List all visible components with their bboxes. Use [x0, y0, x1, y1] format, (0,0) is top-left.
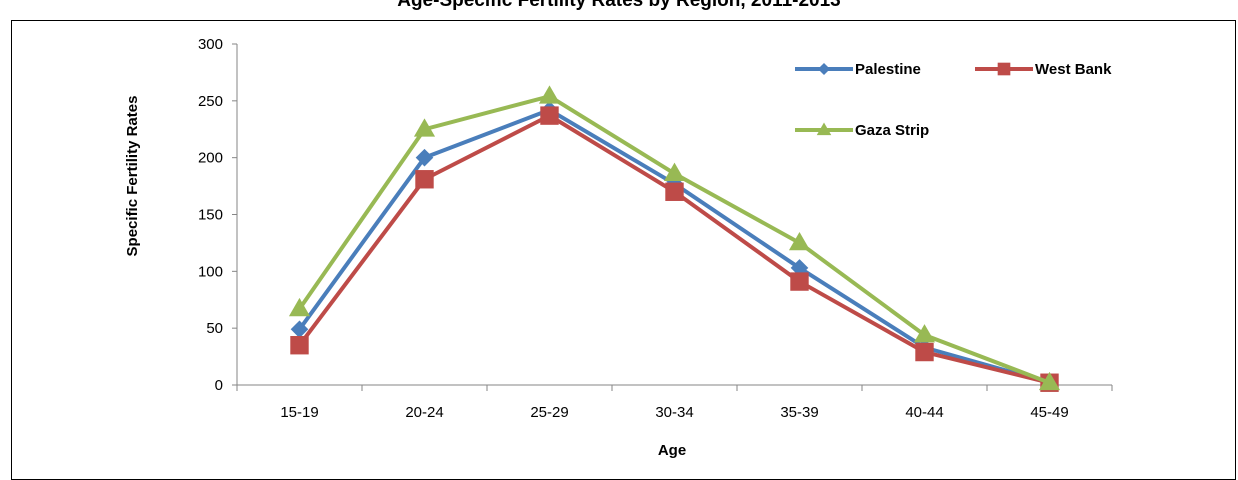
legend-label: Palestine: [855, 61, 921, 78]
x-tick-label: 15-19: [280, 404, 318, 421]
x-tick-label: 20-24: [405, 404, 443, 421]
legend-label: West Bank: [1035, 61, 1112, 78]
legend-label: Gaza Strip: [855, 122, 929, 139]
line-chart: 0 50 100 150 200 250 300 15-19 20-24 25-29 30-34 35…: [124, 36, 1113, 459]
series-gaza-strip: [288, 85, 1061, 391]
x-tick-label: 25-29: [530, 404, 568, 421]
series-west-bank: [290, 106, 1059, 392]
marker-triangle: [538, 85, 561, 104]
y-tick-label: 250: [198, 93, 223, 110]
marker-diamond: [790, 259, 809, 277]
series-line: [297, 113, 1050, 385]
marker-diamond: [817, 62, 831, 76]
x-tick-label: 40-44: [905, 404, 943, 421]
y-tick-label: 300: [198, 36, 223, 53]
marker-diamond: [290, 320, 309, 339]
marker-square: [540, 106, 559, 125]
marker-triangle: [288, 297, 311, 317]
x-tick-label: 35-39: [780, 404, 818, 421]
legend: Palestine West Bank Gaza Strip: [795, 61, 1112, 139]
marker-triangle: [663, 162, 686, 181]
y-tick-label: 100: [198, 263, 223, 280]
series-line: [297, 94, 1051, 385]
marker-square: [290, 336, 309, 355]
legend-item: Palestine: [795, 61, 921, 78]
marker-square: [790, 272, 809, 291]
marker-square: [415, 170, 434, 189]
marker-triangle: [913, 324, 936, 343]
marker-triangle: [1038, 371, 1061, 391]
y-tick-label: 200: [198, 150, 223, 167]
y-tick-label: 50: [206, 320, 223, 337]
chart-title: Age-Specific Fertility Rates by Region, …: [397, 0, 841, 11]
y-tick-label: 0: [215, 377, 223, 394]
x-tick-label: 30-34: [655, 404, 693, 421]
x-axis-title: Age: [658, 442, 686, 459]
x-tick-label: 45-49: [1030, 404, 1068, 421]
axes: 0 50 100 150 200 250 300 15-19 20-24 25-29 30-34 35…: [198, 36, 1113, 421]
marker-triangle: [413, 118, 436, 137]
marker-diamond: [415, 148, 434, 167]
series-layer: [288, 85, 1061, 392]
y-axis-title: Specific Fertility Rates: [124, 96, 141, 257]
legend-item: Gaza Strip: [795, 122, 929, 139]
marker-triangle: [816, 122, 832, 136]
series-palestine: [290, 101, 1059, 392]
y-tick-label: 150: [198, 207, 223, 224]
legend-item: West Bank: [975, 61, 1112, 78]
marker-triangle: [788, 232, 811, 251]
marker-square: [997, 62, 1011, 76]
marker-square: [665, 182, 684, 201]
marker-square: [915, 342, 934, 362]
